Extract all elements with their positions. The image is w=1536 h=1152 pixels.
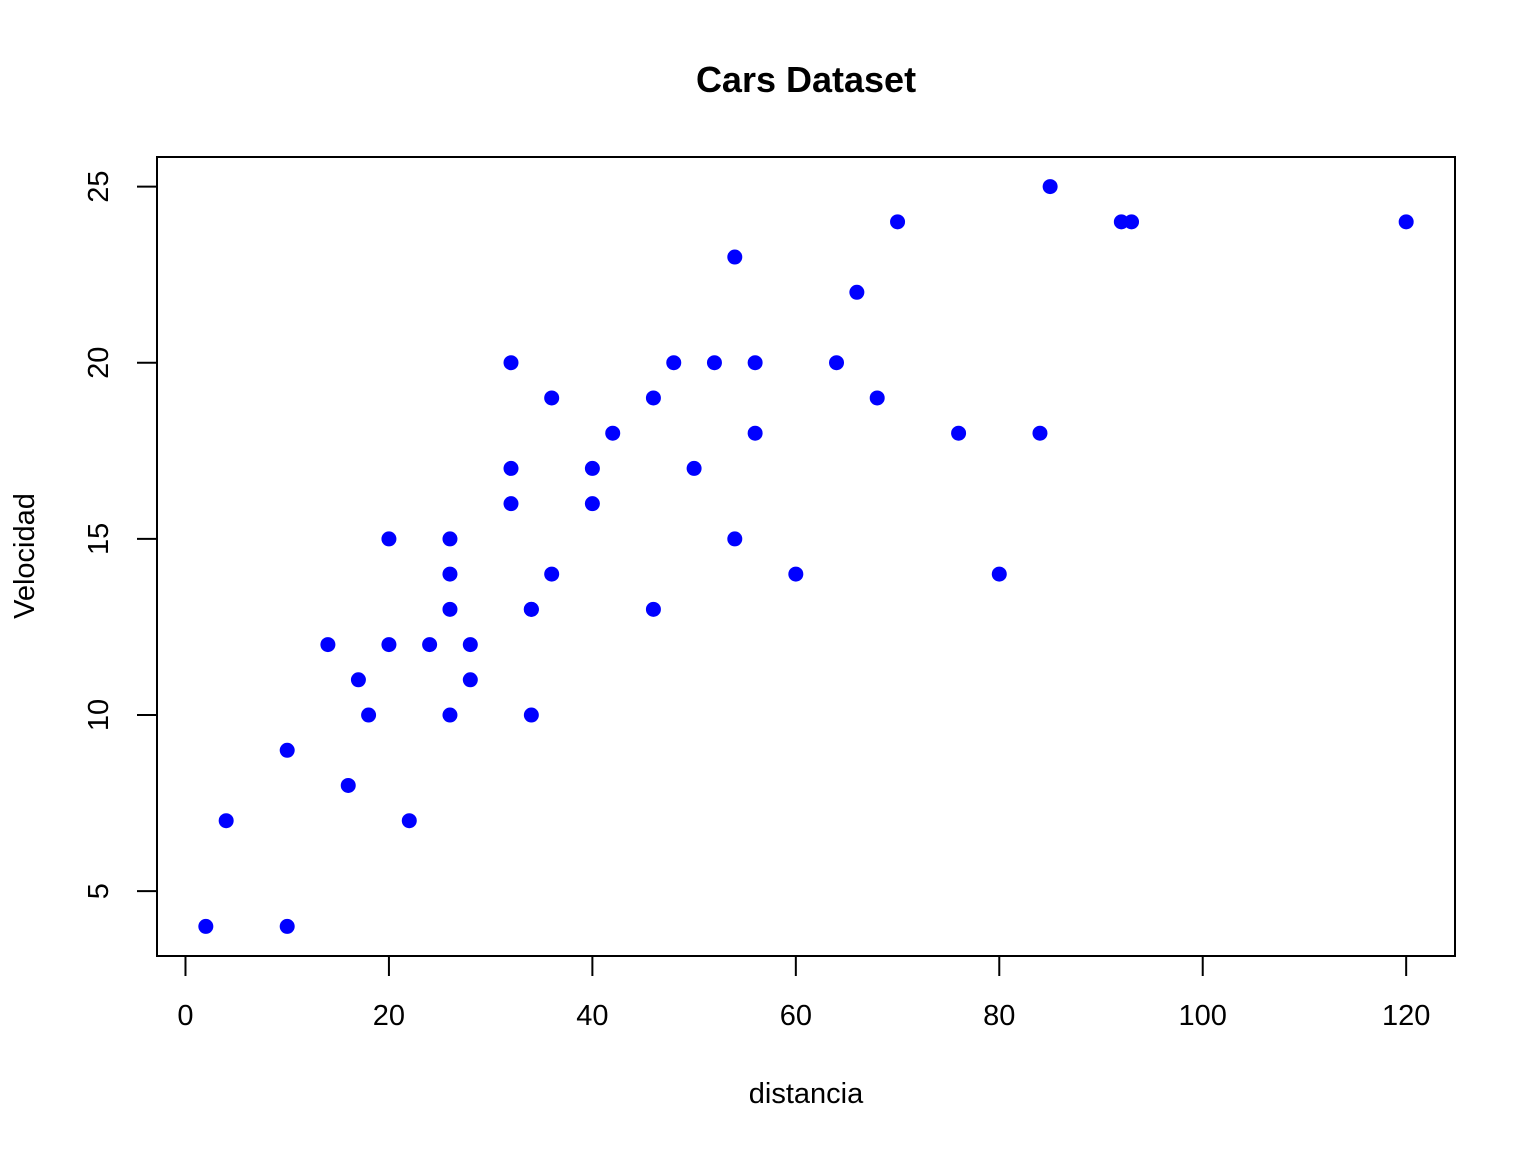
data-point <box>340 777 356 793</box>
data-point <box>788 566 804 582</box>
data-point <box>1042 179 1058 195</box>
x-tick-label: 40 <box>576 1000 608 1032</box>
data-point <box>951 425 967 441</box>
data-point <box>442 601 458 617</box>
data-point <box>645 601 661 617</box>
y-tick-label: 25 <box>83 170 115 202</box>
data-point <box>442 531 458 547</box>
data-point <box>645 390 661 406</box>
x-tick-label: 120 <box>1382 1000 1430 1032</box>
x-tick-label: 0 <box>177 1000 193 1032</box>
data-point <box>320 637 336 653</box>
data-point <box>361 707 377 723</box>
data-points <box>198 179 1414 934</box>
y-axis-label: Velocidad <box>9 493 41 619</box>
data-point <box>381 531 397 547</box>
data-point <box>462 637 478 653</box>
data-point <box>523 707 539 723</box>
data-point <box>849 284 865 300</box>
data-point <box>686 460 702 476</box>
x-tick-label: 60 <box>780 1000 812 1032</box>
data-point <box>1124 214 1140 230</box>
data-point <box>1032 425 1048 441</box>
data-point <box>605 425 621 441</box>
data-point <box>218 813 234 829</box>
data-point <box>706 355 722 371</box>
data-point <box>829 355 845 371</box>
x-axis-label: distancia <box>749 1078 864 1110</box>
y-tick-label: 15 <box>83 523 115 555</box>
data-point <box>584 460 600 476</box>
y-tick-label: 20 <box>83 347 115 379</box>
plot-area-frame <box>156 156 1456 957</box>
data-point <box>869 390 885 406</box>
data-point <box>279 918 295 934</box>
data-point <box>890 214 906 230</box>
data-point <box>666 355 682 371</box>
data-point <box>727 531 743 547</box>
data-point <box>279 742 295 758</box>
y-tick-label: 5 <box>83 883 115 899</box>
data-point <box>442 566 458 582</box>
data-point <box>523 601 539 617</box>
x-tick-label: 20 <box>373 1000 405 1032</box>
y-tick-label: 10 <box>83 699 115 731</box>
data-point <box>584 496 600 512</box>
data-point <box>544 566 560 582</box>
data-point <box>747 355 763 371</box>
x-axis: 0 20 40 60 80 100 120 <box>177 955 1430 1032</box>
y-axis: 5 10 15 20 25 <box>83 170 158 899</box>
data-point <box>442 707 458 723</box>
data-point <box>462 672 478 688</box>
data-point <box>422 637 438 653</box>
x-tick-label: 100 <box>1179 1000 1227 1032</box>
data-point <box>381 637 397 653</box>
data-point <box>503 460 519 476</box>
data-point <box>1398 214 1414 230</box>
chart-title: Cars Dataset <box>696 59 916 100</box>
data-point <box>747 425 763 441</box>
data-point <box>544 390 560 406</box>
data-point <box>198 918 214 934</box>
data-point <box>503 355 519 371</box>
data-point <box>401 813 417 829</box>
x-tick-label: 80 <box>983 1000 1015 1032</box>
data-point <box>991 566 1007 582</box>
data-point <box>350 672 366 688</box>
data-point <box>503 496 519 512</box>
data-point <box>727 249 743 265</box>
